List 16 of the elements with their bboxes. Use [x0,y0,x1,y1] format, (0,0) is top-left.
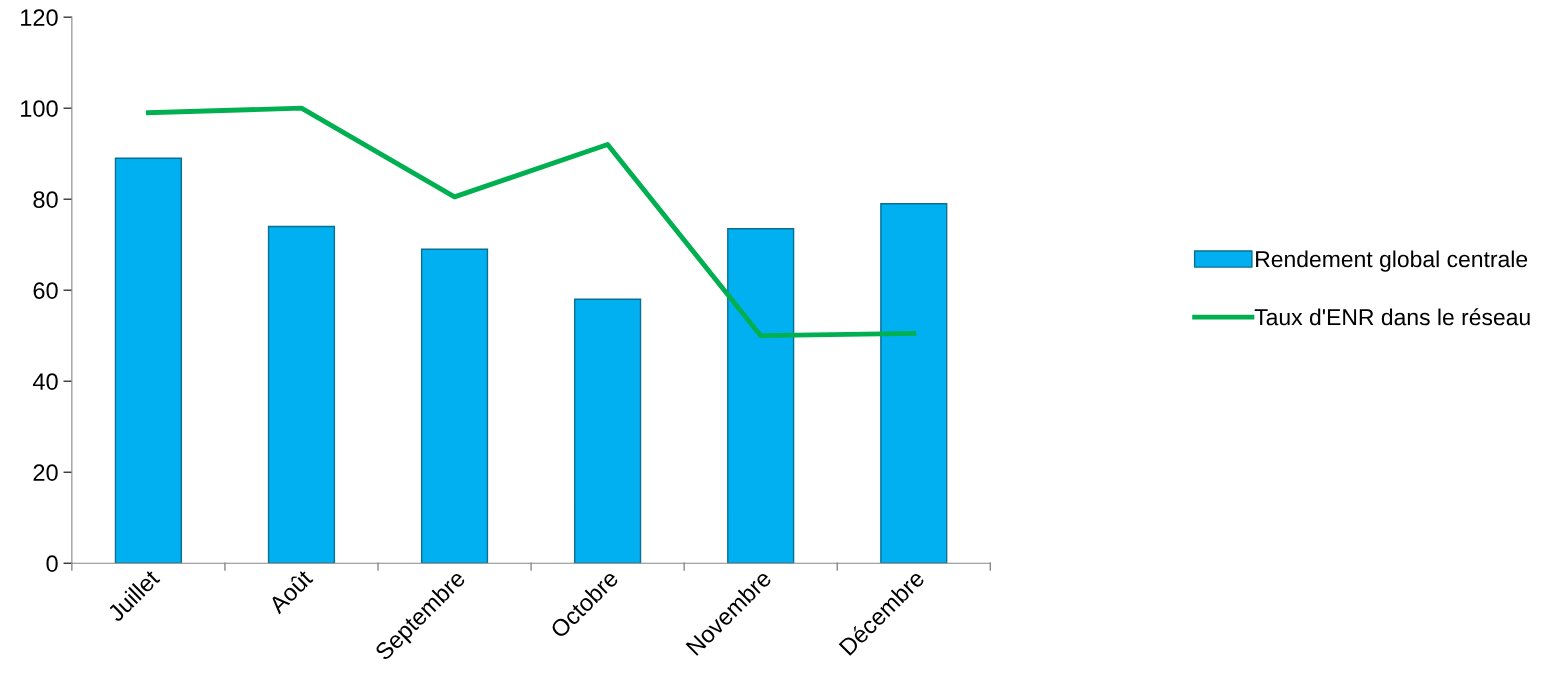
legend-label: Rendement global centrale [1256,250,1528,272]
bar [420,248,489,564]
y-tick-label: 80 [33,191,58,208]
y-tick-label: 40 [32,373,58,390]
y-tick-label: 100 [21,100,58,117]
y-tick-label: 120 [21,9,58,26]
bar [114,157,182,564]
bar [880,203,948,564]
line-series [145,105,917,339]
y-tick-label: 60 [33,282,58,299]
y-tick-label: 20 [33,464,58,481]
bar [574,298,642,564]
bar [727,228,795,564]
legend-label: Taux d'ENR dans le réseau [1254,308,1530,326]
y-tick-label: 0 [46,555,58,572]
bar [267,225,336,564]
